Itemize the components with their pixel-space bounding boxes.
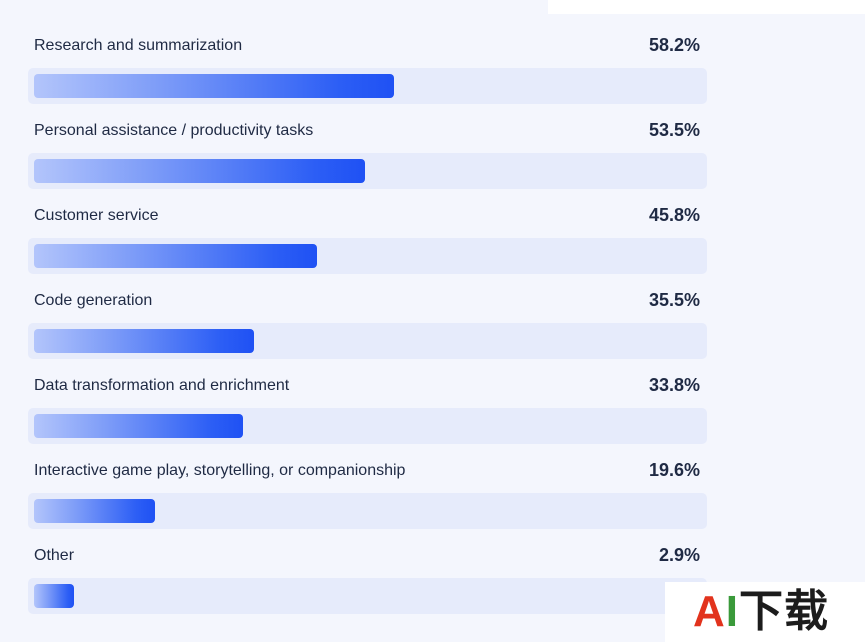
bar-value-label: 35.5% bbox=[648, 290, 700, 310]
bar-row: Code generation 35.5% bbox=[28, 255, 708, 359]
bar-category-label: Customer service bbox=[34, 207, 159, 224]
bar-value-label: 19.6% bbox=[648, 460, 700, 480]
bar-track bbox=[28, 323, 707, 359]
bar-fill bbox=[34, 584, 74, 608]
bar-row: Other 2.9% bbox=[28, 510, 708, 614]
bar-track bbox=[28, 493, 707, 529]
bar-category-label: Other bbox=[34, 547, 75, 564]
bar-value-label: 45.8% bbox=[648, 205, 700, 225]
bar-track bbox=[28, 408, 707, 444]
watermark-logo: AI下载 bbox=[665, 582, 865, 642]
bar-track bbox=[28, 238, 707, 274]
bar-category-label: Interactive game play, storytelling, or … bbox=[34, 462, 406, 479]
bar-track bbox=[28, 68, 707, 104]
bar-category-label: Personal assistance / productivity tasks bbox=[34, 122, 314, 139]
bar-track bbox=[28, 153, 707, 189]
bar-value-label: 33.8% bbox=[648, 375, 700, 395]
bar-category-label: Code generation bbox=[34, 292, 153, 309]
bar-fill bbox=[34, 244, 318, 268]
bar-value-label: 53.5% bbox=[648, 120, 700, 140]
bar-row: Customer service 45.8% bbox=[28, 170, 708, 274]
bar-row: Interactive game play, storytelling, or … bbox=[28, 425, 708, 529]
bar-fill bbox=[34, 74, 394, 98]
watermark-chinese: 下载 bbox=[739, 587, 830, 636]
watermark-letter-i: I bbox=[725, 587, 740, 636]
watermark-text: AI下载 bbox=[693, 586, 829, 638]
bar-category-label: Research and summarization bbox=[34, 37, 243, 54]
bar-fill bbox=[34, 329, 254, 353]
bar-row: Data transformation and enrichment 33.8% bbox=[28, 340, 708, 444]
bar-fill bbox=[34, 159, 365, 183]
bar-track bbox=[28, 578, 707, 614]
bar-fill bbox=[34, 414, 244, 438]
bar-row: Personal assistance / productivity tasks… bbox=[28, 85, 708, 189]
bar-category-label: Data transformation and enrichment bbox=[34, 377, 290, 394]
bar-value-label: 58.2% bbox=[648, 35, 700, 55]
watermark-letter-a: A bbox=[693, 587, 726, 636]
bar-row: Research and summarization 58.2% bbox=[28, 0, 708, 104]
top-edge-strip bbox=[548, 0, 865, 14]
bar-fill bbox=[34, 499, 156, 523]
bar-value-label: 2.9% bbox=[658, 545, 700, 565]
